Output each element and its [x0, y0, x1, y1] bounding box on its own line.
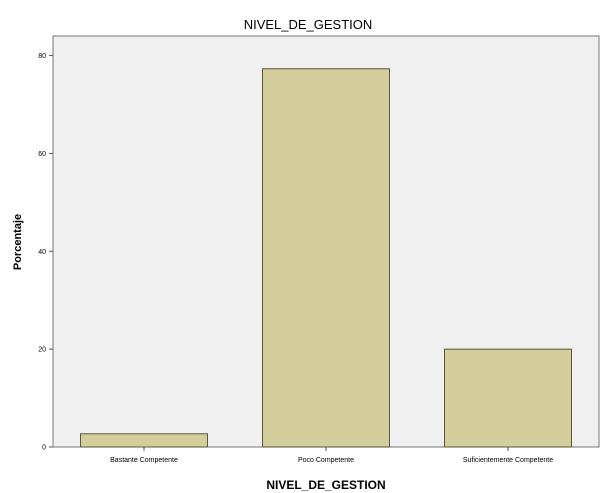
x-tick-label: Poco Competente	[298, 457, 354, 464]
x-tick-label: Suficientemente Competente	[463, 457, 553, 464]
y-tick-label: 60	[38, 151, 46, 158]
x-tick-label: Bastante Competente	[110, 457, 178, 464]
bar	[262, 68, 390, 448]
bar	[80, 433, 208, 448]
y-tick-label: 0	[42, 445, 46, 452]
y-tick-label: 80	[38, 53, 46, 60]
x-axis: Bastante Competente Poco Competente Sufici…	[110, 447, 553, 464]
bars-group	[80, 68, 572, 448]
y-axis: 0 20 40 60 80	[38, 53, 53, 452]
y-axis-title: Porcentaje	[12, 214, 24, 270]
x-axis-title: NIVEL_DE_GESTION	[266, 478, 385, 492]
y-tick-label: 40	[38, 249, 46, 256]
bar	[444, 348, 572, 448]
y-tick-label: 20	[38, 347, 46, 354]
chart-title: NIVEL_DE_GESTION	[244, 17, 373, 32]
